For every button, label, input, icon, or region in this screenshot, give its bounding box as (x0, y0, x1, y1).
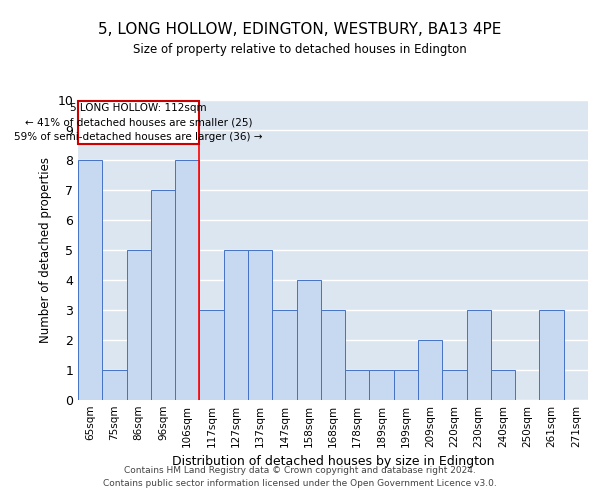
Bar (296, 280, 321, 400)
Bar (418, 340, 442, 400)
Text: 5, LONG HOLLOW, EDINGTON, WESTBURY, BA13 4PE: 5, LONG HOLLOW, EDINGTON, WESTBURY, BA13… (98, 22, 502, 38)
Bar (345, 370, 370, 400)
X-axis label: Distribution of detached houses by size in Edington: Distribution of detached houses by size … (172, 456, 494, 468)
Text: 5 LONG HOLLOW: 112sqm: 5 LONG HOLLOW: 112sqm (70, 103, 207, 113)
Bar (370, 370, 394, 400)
Bar (394, 370, 418, 400)
Bar (127, 250, 151, 400)
Bar (151, 190, 175, 400)
Bar (321, 310, 345, 400)
Bar (248, 250, 272, 400)
Bar (102, 370, 127, 400)
Bar (539, 310, 564, 400)
Text: 59% of semi-detached houses are larger (36) →: 59% of semi-detached houses are larger (… (14, 132, 263, 142)
Bar (442, 370, 467, 400)
Bar (467, 310, 491, 400)
FancyBboxPatch shape (78, 100, 199, 144)
Bar (78, 160, 102, 400)
Text: ← 41% of detached houses are smaller (25): ← 41% of detached houses are smaller (25… (25, 118, 253, 128)
Bar (199, 310, 224, 400)
Y-axis label: Number of detached properties: Number of detached properties (39, 157, 52, 343)
Bar (272, 310, 296, 400)
Bar (175, 160, 199, 400)
Text: Contains HM Land Registry data © Crown copyright and database right 2024.
Contai: Contains HM Land Registry data © Crown c… (103, 466, 497, 487)
Text: Size of property relative to detached houses in Edington: Size of property relative to detached ho… (133, 42, 467, 56)
Bar (491, 370, 515, 400)
Bar (224, 250, 248, 400)
